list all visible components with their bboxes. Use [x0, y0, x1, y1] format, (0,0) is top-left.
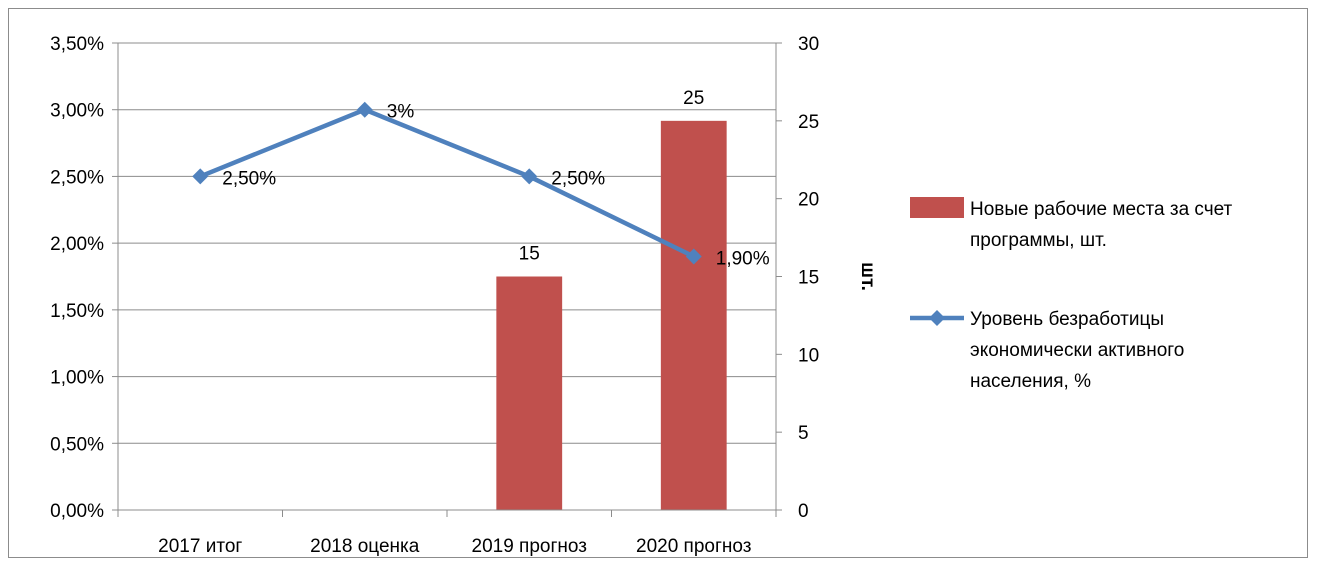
unemployment-line	[199, 107, 695, 259]
legend: Новые рабочие места за счет программы, шт…	[910, 197, 1233, 392]
bar-data-label: 25	[683, 88, 704, 109]
bar-3	[660, 120, 727, 510]
bar-2	[496, 276, 563, 510]
legend-marker-line	[929, 310, 945, 326]
x-tick-label: 2018 оценка	[310, 536, 420, 557]
right-tick-label: 30	[798, 34, 819, 55]
legend-label-bars: Новые рабочие места за счет	[970, 199, 1233, 220]
line-data-label: 2,50%	[551, 168, 605, 189]
bar-data-label: 15	[519, 244, 540, 265]
line-marker-1	[356, 101, 373, 118]
left-tick-label: 1,00%	[50, 368, 104, 389]
line-data-label: 1,90%	[716, 248, 770, 269]
line-data-label: 2,50%	[222, 168, 276, 189]
x-tick-label: 2019 прогноз	[472, 536, 587, 557]
x-tick-label: 2020 прогноз	[636, 536, 751, 557]
left-tick-label: 2,50%	[50, 167, 104, 188]
right-tick-label: 20	[798, 190, 819, 211]
legend-label-line: Уровень безработицы	[970, 309, 1164, 330]
right-tick-label: 5	[798, 423, 809, 444]
legend-label-line: экономически активного	[970, 340, 1184, 361]
right-tick-label: 10	[798, 345, 819, 366]
left-tick-label: 2,00%	[50, 234, 104, 255]
axes: 0,00% 0,50% 1,00% 1,50% 2,00% 2,50% 3,00% 3,50%…	[50, 34, 878, 557]
bar-series	[496, 120, 727, 510]
right-axis-title: шт.	[857, 262, 878, 291]
legend-swatch-bars	[910, 197, 964, 218]
right-tick-label: 0	[798, 501, 809, 522]
legend-label-bars: программы, шт.	[970, 230, 1107, 251]
legend-label-line: населения, %	[970, 371, 1091, 392]
line-series	[192, 101, 702, 265]
left-tick-label: 3,50%	[50, 34, 104, 55]
left-tick-label: 3,00%	[50, 101, 104, 122]
x-tick-label: 2017 итог	[158, 536, 242, 557]
line-marker-0	[192, 168, 209, 185]
chart-frame	[8, 8, 1308, 558]
left-tick-label: 0,50%	[50, 434, 104, 455]
right-tick-label: 15	[798, 268, 819, 289]
left-tick-label: 0,00%	[50, 501, 104, 522]
line-marker-2	[521, 168, 538, 185]
right-tick-label: 25	[798, 112, 819, 133]
line-data-label: 3%	[387, 102, 415, 123]
line-marker-3	[685, 248, 702, 265]
data-labels: 15 25 2,50% 3% 2,50% 1,90%	[222, 88, 769, 270]
left-tick-label: 1,50%	[50, 301, 104, 322]
